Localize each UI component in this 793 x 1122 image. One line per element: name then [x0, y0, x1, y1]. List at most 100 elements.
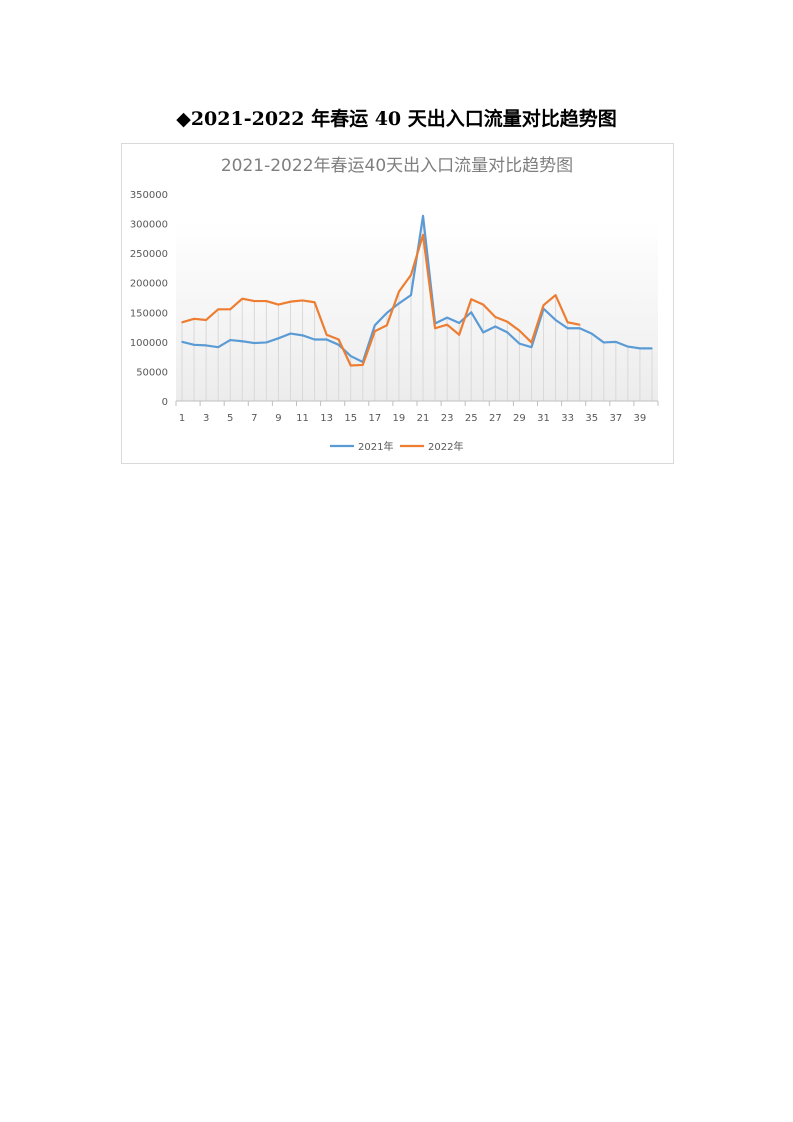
data-point — [398, 290, 400, 293]
data-point — [386, 324, 388, 327]
data-point — [181, 341, 183, 343]
data-point — [217, 308, 219, 311]
data-point — [542, 304, 545, 306]
data-point — [470, 311, 473, 314]
data-point — [265, 341, 268, 344]
y-tick-label: 150000 — [130, 308, 168, 319]
data-point — [205, 344, 207, 347]
data-point — [615, 341, 617, 343]
data-point — [602, 341, 605, 344]
data-point — [434, 327, 436, 330]
data-point — [482, 303, 485, 306]
data-point — [458, 322, 460, 324]
data-point — [651, 347, 653, 350]
data-point — [554, 319, 557, 321]
data-point — [374, 324, 376, 327]
data-point — [578, 327, 581, 330]
legend-label: 2021年 — [358, 440, 393, 453]
data-point — [229, 308, 232, 311]
data-point — [482, 331, 485, 334]
data-point — [217, 346, 219, 348]
x-tick-label: 27 — [489, 413, 502, 424]
y-tick-label: 300000 — [130, 220, 168, 231]
y-tick-label: 0 — [162, 397, 168, 408]
x-tick-label: 9 — [275, 413, 281, 424]
data-point — [554, 294, 557, 296]
data-point — [578, 323, 581, 326]
data-point — [506, 320, 509, 323]
data-point — [518, 329, 521, 332]
x-tick-label: 29 — [513, 413, 526, 424]
data-point — [193, 317, 195, 320]
data-point — [398, 302, 400, 305]
x-tick-label: 35 — [585, 413, 598, 424]
data-point — [446, 323, 448, 326]
data-point — [530, 346, 533, 348]
data-point — [241, 297, 244, 300]
y-tick-label: 200000 — [130, 279, 168, 290]
x-tick-label: 7 — [251, 413, 257, 424]
data-point — [361, 364, 364, 366]
data-point — [241, 340, 244, 343]
data-point — [277, 303, 280, 306]
data-point — [518, 342, 521, 345]
data-point — [301, 334, 304, 337]
y-tick-label: 350000 — [130, 190, 168, 201]
data-point — [313, 338, 316, 341]
data-point — [422, 215, 424, 217]
data-point — [470, 298, 473, 301]
document-title: ◆2021-2022 年春运 40 天出入口流量对比趋势图 — [176, 108, 617, 130]
data-point — [205, 319, 207, 321]
x-tick-label: 1 — [179, 413, 185, 424]
y-tick-label: 250000 — [130, 249, 168, 260]
x-tick-label: 25 — [465, 413, 478, 424]
data-point — [494, 316, 497, 318]
data-point — [349, 355, 352, 357]
x-tick-label: 21 — [417, 413, 430, 424]
plot-background — [176, 220, 658, 401]
x-tick-label: 5 — [227, 413, 233, 424]
y-tick-label: 100000 — [130, 338, 168, 349]
data-point — [325, 333, 328, 336]
data-point — [639, 347, 641, 350]
chart-frame — [121, 143, 674, 464]
data-point — [265, 300, 268, 302]
data-point — [410, 274, 412, 276]
data-point — [494, 325, 497, 328]
data-point — [590, 332, 593, 335]
x-tick-label: 31 — [537, 413, 550, 424]
data-point — [337, 338, 340, 341]
x-tick-label: 17 — [368, 413, 381, 424]
x-tick-label: 37 — [609, 413, 622, 424]
data-point — [374, 330, 376, 333]
legend-label: 2022年 — [428, 440, 463, 453]
data-point — [458, 333, 460, 336]
data-point — [253, 342, 256, 344]
data-point — [422, 234, 424, 236]
series-line-2022年 — [181, 233, 580, 367]
x-tick-label: 13 — [320, 413, 333, 424]
data-point — [277, 337, 280, 340]
x-tick-label: 15 — [344, 413, 357, 424]
chart-title: 2021-2022年春运40天出入口流量对比趋势图 — [221, 156, 573, 176]
data-point — [386, 312, 388, 314]
data-point — [301, 299, 304, 302]
data-point — [193, 344, 195, 346]
data-point — [181, 321, 183, 324]
x-tick-label: 11 — [296, 413, 309, 424]
data-point — [349, 364, 352, 367]
x-tick-label: 33 — [561, 413, 574, 424]
data-point — [229, 339, 232, 341]
x-tick-label: 19 — [393, 413, 406, 424]
x-tick-label: 3 — [203, 413, 209, 424]
data-point — [337, 344, 340, 346]
data-point — [530, 341, 533, 344]
data-point — [566, 327, 569, 330]
data-point — [627, 345, 629, 348]
data-point — [253, 300, 256, 302]
y-tick-label: 50000 — [136, 367, 168, 378]
data-point — [289, 300, 292, 303]
x-tick-label: 23 — [441, 413, 454, 424]
data-point — [506, 331, 509, 334]
